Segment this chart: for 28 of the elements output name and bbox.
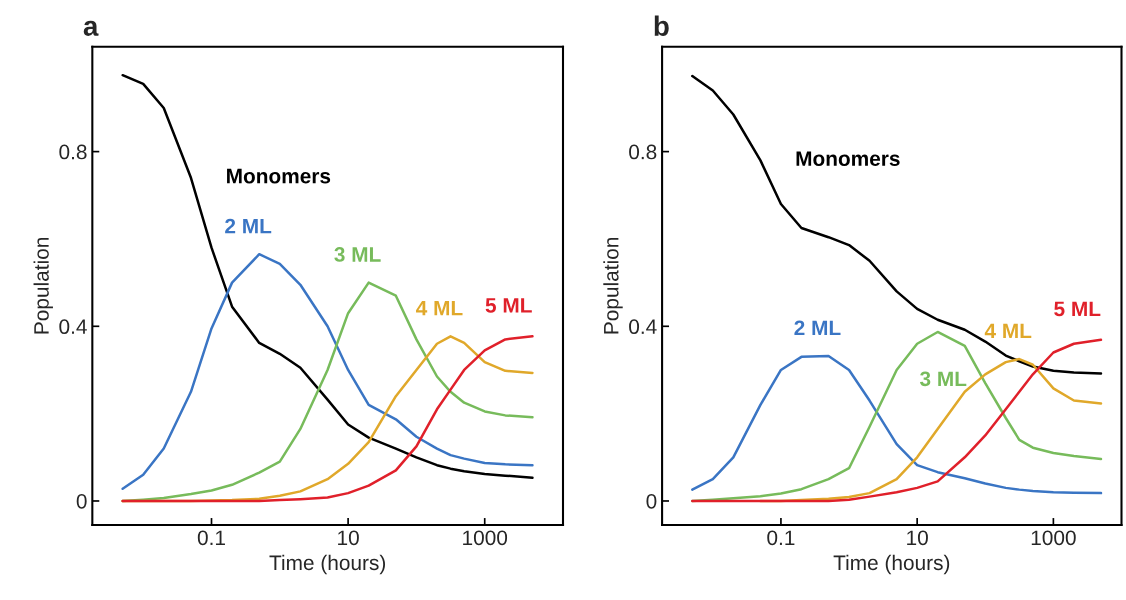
y-tick-label: 0.8 (59, 144, 87, 160)
series-label: 5 ML (485, 298, 532, 313)
series-label: Monomers (796, 151, 900, 166)
x-axis-title: Time (hours) (833, 554, 950, 575)
series-label: 2 ML (794, 320, 841, 335)
y-axis-title: Population (33, 238, 53, 334)
series-label: 3 ML (334, 247, 381, 262)
x-tick-label: 10 (338, 530, 359, 546)
y-tick-label: 0.4 (629, 319, 657, 335)
series-label: 4 ML (984, 323, 1032, 339)
series-label: 5 ML (1054, 301, 1101, 317)
series-label: 2 ML (225, 218, 272, 234)
x-tick-label: 10 (907, 530, 928, 546)
x-tick-label: 1000 (463, 530, 508, 546)
y-tick-label: 0 (76, 493, 87, 509)
x-tick-label: 0.1 (767, 530, 795, 546)
chart-title: b (654, 15, 669, 36)
series-label: Monomers (227, 168, 331, 184)
x-axis-title: Time (hours) (269, 554, 386, 575)
x-tick-label: 0.1 (197, 530, 225, 546)
y-tick-label: 0.8 (629, 144, 657, 160)
y-tick-label: 0.4 (59, 319, 87, 335)
x-tick-label: 1000 (1031, 530, 1076, 546)
series-label: 4 ML (416, 301, 463, 316)
chart-title: a (83, 20, 99, 36)
y-tick-label: 0 (646, 493, 657, 509)
series-label: 3 ML (919, 371, 967, 387)
y-axis-title: Population (603, 238, 623, 334)
